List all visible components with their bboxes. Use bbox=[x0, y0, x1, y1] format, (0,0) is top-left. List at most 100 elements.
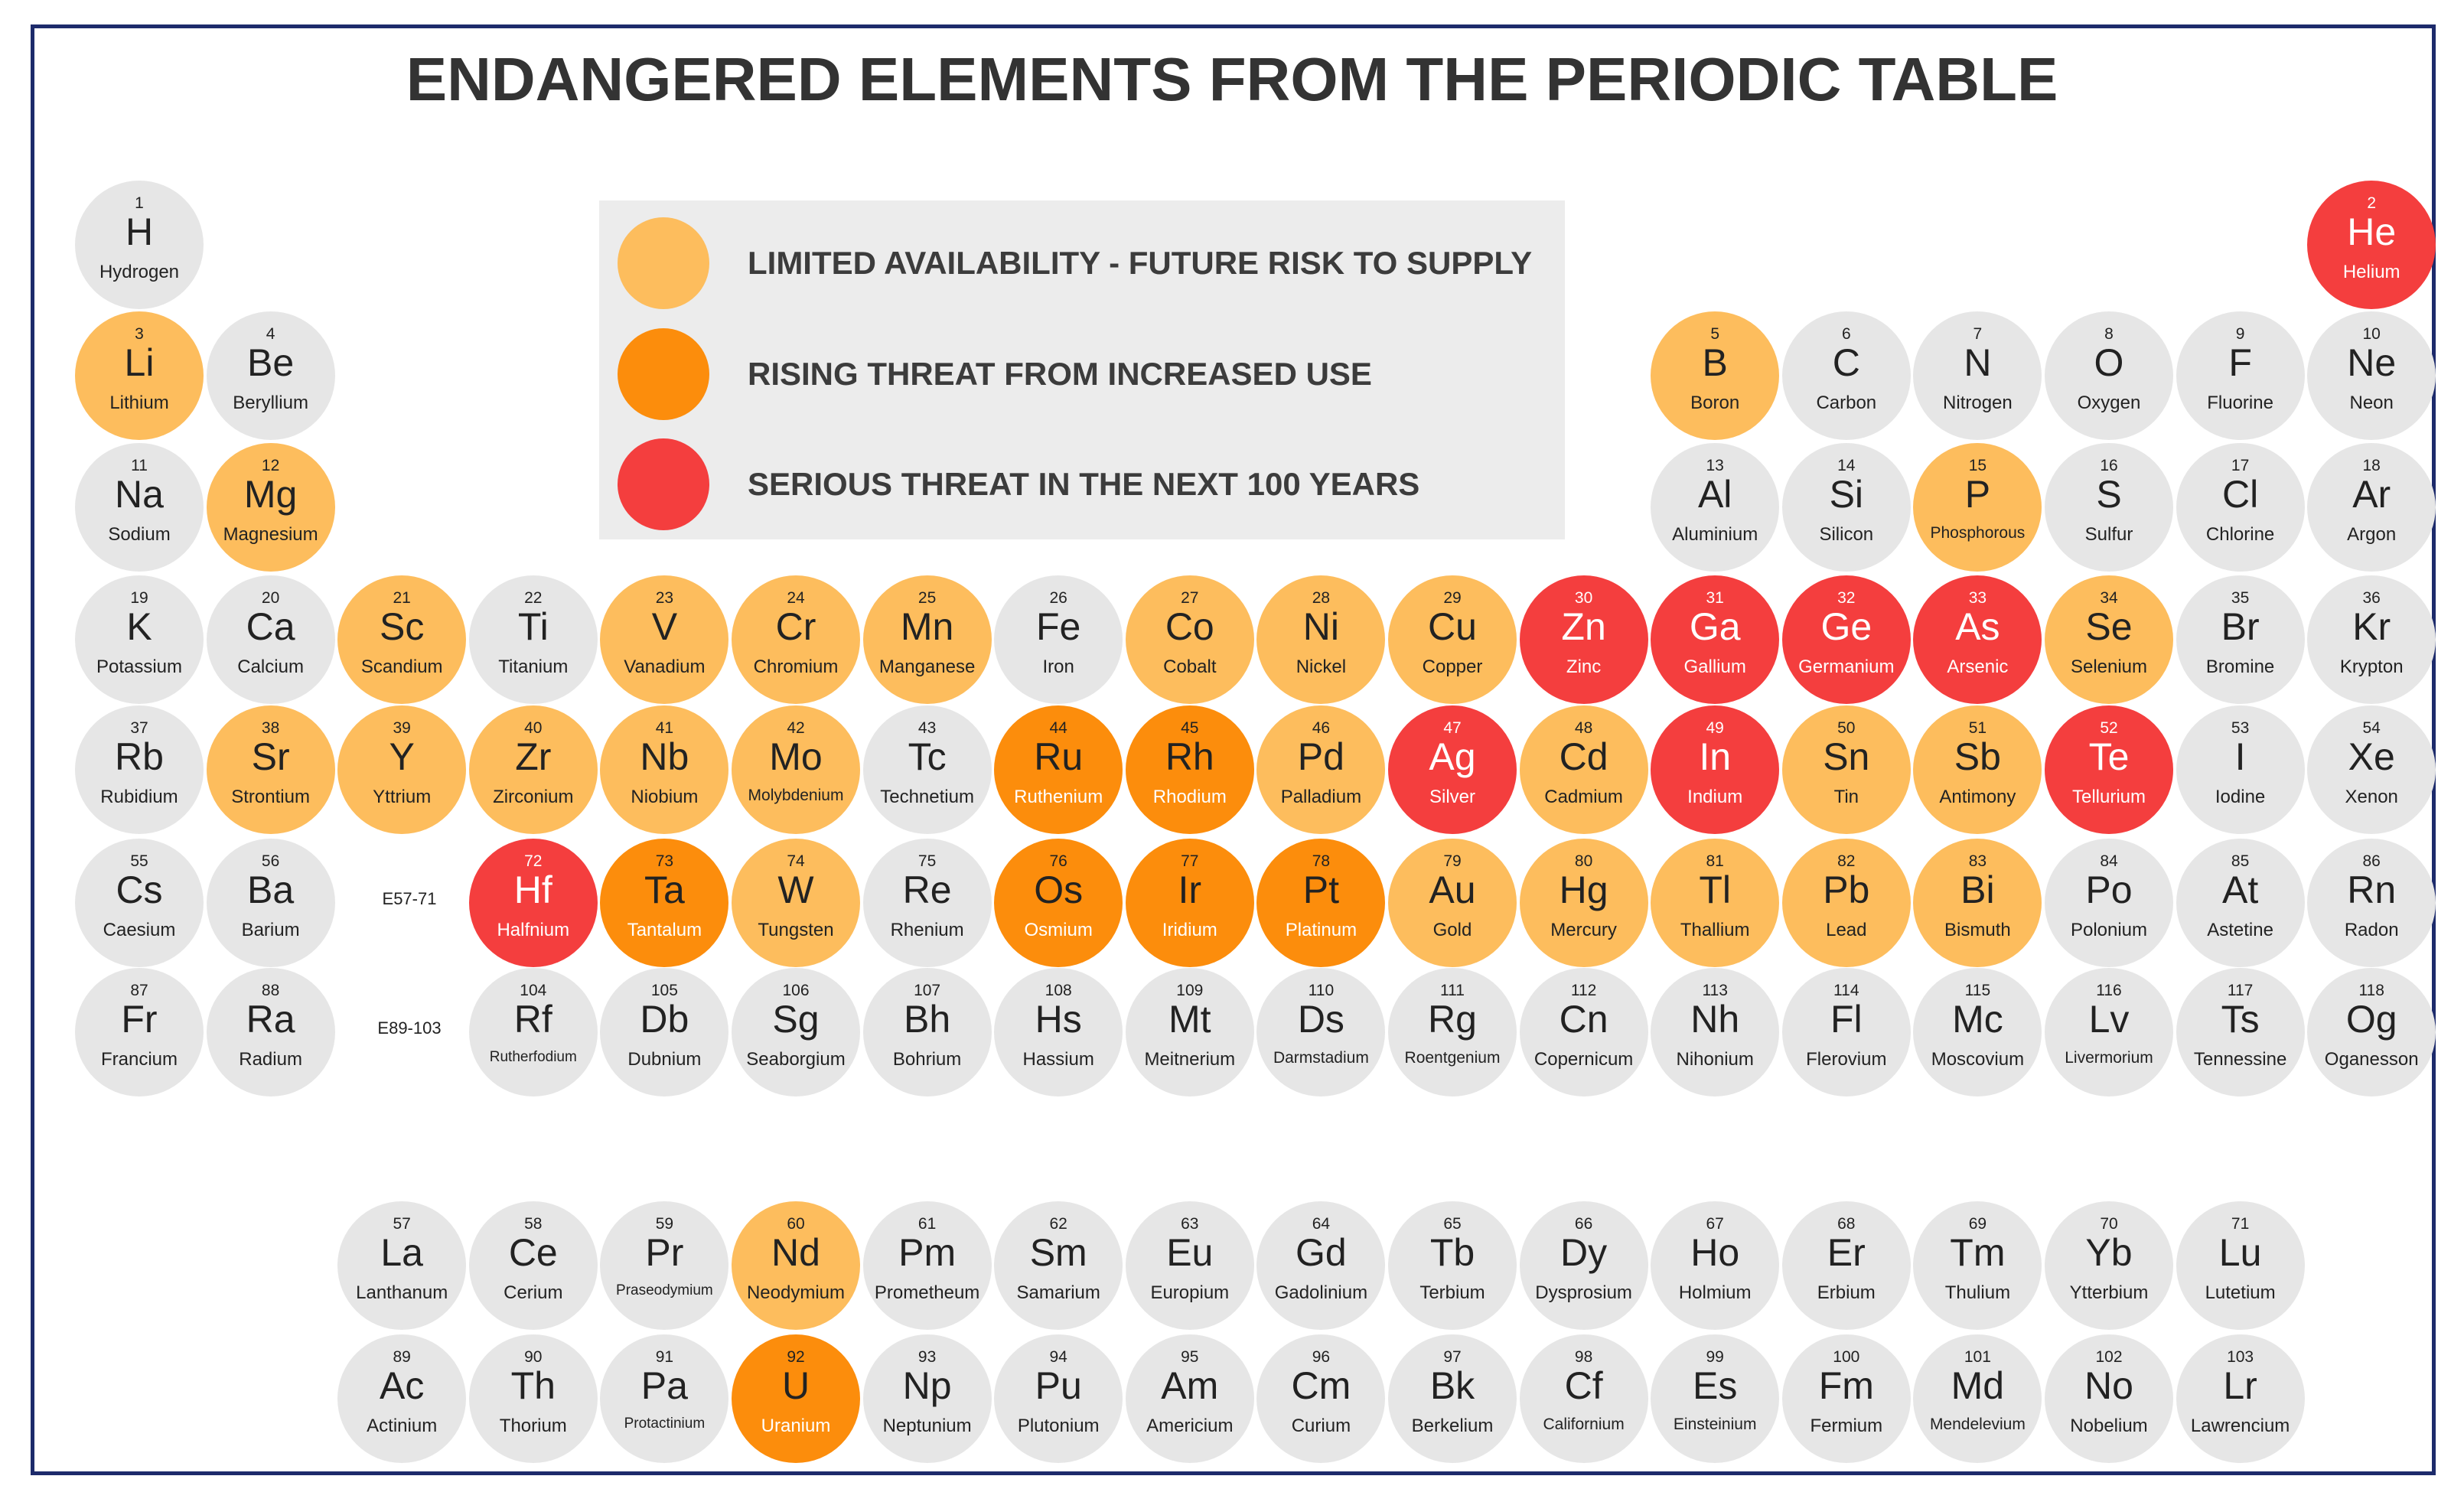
element-cs: 55 Cs Caesium bbox=[75, 839, 204, 967]
atomic-number: 51 bbox=[1968, 719, 1987, 737]
element-mg: 12 Mg Magnesium bbox=[206, 443, 335, 572]
element-name: Francium bbox=[100, 1049, 178, 1070]
element-symbol: Pd bbox=[1297, 735, 1344, 778]
element-be: 4 Be Beryllium bbox=[206, 311, 335, 440]
element-name: Strontium bbox=[231, 787, 310, 807]
element-symbol: Rg bbox=[1428, 998, 1477, 1041]
atomic-number: 1 bbox=[135, 194, 144, 212]
atomic-number: 69 bbox=[1968, 1215, 1987, 1233]
element-zr: 40 Zr Zirconium bbox=[468, 705, 598, 834]
atomic-number: 117 bbox=[2227, 982, 2254, 999]
element-symbol: U bbox=[781, 1364, 810, 1407]
element-symbol: Nh bbox=[1690, 998, 1740, 1041]
element-name: Moscovium bbox=[1931, 1049, 2025, 1070]
element-symbol: O bbox=[2094, 341, 2124, 384]
element-name: Krypton bbox=[2339, 657, 2404, 677]
legend-dot-rising bbox=[618, 328, 709, 420]
atomic-number: 90 bbox=[524, 1348, 543, 1366]
element-name: Lithium bbox=[109, 393, 169, 413]
atomic-number: 89 bbox=[393, 1348, 411, 1366]
element-kr: 36 Kr Krypton bbox=[2307, 575, 2436, 704]
atomic-number: 23 bbox=[655, 589, 674, 607]
element-c: 6 C Carbon bbox=[1781, 311, 1911, 440]
atomic-number: 70 bbox=[2100, 1215, 2118, 1233]
atomic-number: 63 bbox=[1181, 1215, 1199, 1233]
element-at: 85 At Astetine bbox=[2176, 839, 2305, 967]
element-name: Mercury bbox=[1550, 920, 1617, 940]
element-b: 5 B Boron bbox=[1651, 311, 1780, 440]
element-name: Gallium bbox=[1683, 657, 1746, 677]
element-symbol: Na bbox=[115, 473, 164, 516]
element-sn: 50 Sn Tin bbox=[1781, 705, 1911, 834]
element-re: 75 Re Rhenium bbox=[862, 839, 992, 967]
atomic-number: 91 bbox=[655, 1348, 674, 1366]
element-w: 74 W Tungsten bbox=[732, 839, 860, 967]
element-symbol: Rf bbox=[513, 998, 552, 1041]
element-name: Thallium bbox=[1680, 920, 1750, 940]
atomic-number: 24 bbox=[787, 589, 805, 607]
atomic-number: 54 bbox=[2362, 719, 2381, 737]
element-symbol: Pr bbox=[645, 1231, 684, 1274]
atomic-number: 113 bbox=[1702, 982, 1728, 999]
atomic-number: 106 bbox=[782, 982, 810, 999]
element-au: 79 Au Gold bbox=[1388, 839, 1517, 967]
element-ta: 73 Ta Tantalum bbox=[600, 839, 729, 967]
element-name: Livermorium bbox=[2065, 1049, 2153, 1067]
element-name: Rhenium bbox=[890, 920, 964, 940]
element-name: Calcium bbox=[237, 657, 304, 677]
element-symbol: Li bbox=[124, 341, 155, 384]
element-mo: 42 Mo Molybdenium bbox=[732, 705, 860, 834]
atomic-number: 32 bbox=[1837, 589, 1856, 607]
element-mn: 25 Mn Manganese bbox=[862, 575, 992, 704]
element-name: Beryllium bbox=[233, 393, 308, 413]
element-symbol: P bbox=[1964, 473, 1991, 516]
element-symbol: Sb bbox=[1954, 735, 2001, 778]
element-ir: 77 Ir Iridium bbox=[1125, 839, 1254, 967]
element-name: Erbium bbox=[1817, 1282, 1876, 1303]
atomic-number: 87 bbox=[130, 982, 148, 999]
element-name: Seaborgium bbox=[746, 1049, 846, 1070]
element-symbol: Tb bbox=[1429, 1231, 1475, 1274]
atomic-number: 36 bbox=[2362, 589, 2381, 607]
element-symbol: Cu bbox=[1428, 605, 1477, 648]
atomic-number: 59 bbox=[655, 1215, 674, 1233]
element-symbol: Ge bbox=[1820, 605, 1872, 648]
element-si: 14 Si Silicon bbox=[1781, 443, 1911, 572]
element-symbol: Kr bbox=[2352, 605, 2391, 648]
atomic-number: 15 bbox=[1968, 457, 1987, 474]
legend-label-limited: LIMITED AVAILABILITY - FUTURE RISK TO SU… bbox=[748, 245, 1533, 281]
element-bi: 83 Bi Bismuth bbox=[1913, 839, 2042, 967]
element-name: Holmium bbox=[1678, 1282, 1752, 1303]
element-name: Bromine bbox=[2205, 657, 2275, 677]
element-pm: 61 Pm Prometheum bbox=[862, 1201, 992, 1330]
element-symbol: Rb bbox=[115, 735, 164, 778]
atomic-number: 40 bbox=[524, 719, 543, 737]
element-name: Phosphorous bbox=[1930, 524, 2026, 542]
element-name: Chromium bbox=[753, 657, 839, 677]
element-name: Indium bbox=[1687, 787, 1743, 807]
element-symbol: Si bbox=[1829, 473, 1864, 516]
element-symbol: Sr bbox=[251, 735, 290, 778]
element-name: Californium bbox=[1543, 1416, 1625, 1433]
element-symbol: Dy bbox=[1560, 1231, 1608, 1274]
element-ho: 67 Ho Holmium bbox=[1651, 1201, 1780, 1330]
element-lu: 71 Lu Lutetium bbox=[2176, 1201, 2305, 1330]
atomic-number: 43 bbox=[917, 719, 937, 737]
atomic-number: 98 bbox=[1574, 1348, 1593, 1366]
element-name: Sodium bbox=[108, 524, 171, 545]
element-name: Vanadium bbox=[624, 657, 706, 677]
element-name: Yttrium bbox=[373, 787, 432, 807]
element-lr: 103 Lr Lawrencium bbox=[2176, 1334, 2305, 1463]
atomic-number: 104 bbox=[520, 982, 547, 999]
element-bk: 97 Bk Berkelium bbox=[1388, 1334, 1517, 1463]
element-name: Copper bbox=[1422, 657, 1483, 677]
element-name: Nobelium bbox=[2070, 1416, 2148, 1436]
element-name: Antimony bbox=[1939, 787, 2016, 807]
element-name: Europium bbox=[1150, 1282, 1230, 1303]
element-symbol: No bbox=[2084, 1364, 2133, 1407]
element-name: Caesium bbox=[103, 920, 176, 940]
element-pt: 78 Pt Platinum bbox=[1256, 839, 1386, 967]
atomic-number: 25 bbox=[917, 589, 937, 607]
element-symbol: Au bbox=[1429, 868, 1476, 911]
atomic-number: 76 bbox=[1049, 852, 1067, 870]
